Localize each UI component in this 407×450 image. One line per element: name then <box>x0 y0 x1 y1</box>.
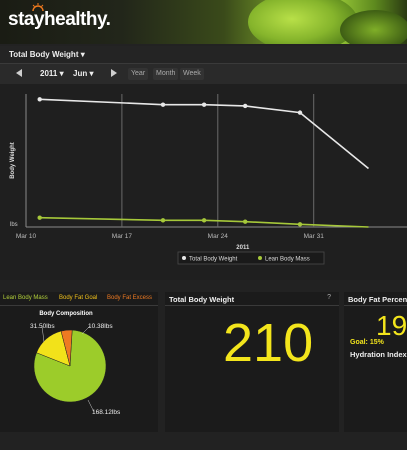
legend-body-fat-goal: Body Fat Goal <box>59 295 98 301</box>
data-point <box>297 110 303 115</box>
total-weight-title: Total Body Weight <box>169 295 235 304</box>
range-year-button[interactable]: Year <box>128 68 149 80</box>
series-line-1 <box>39 216 369 228</box>
data-point <box>201 218 207 223</box>
data-point <box>37 215 42 220</box>
help-icon[interactable]: ? <box>327 294 331 301</box>
y-unit-tick: lbs <box>10 222 18 228</box>
data-point <box>201 102 207 107</box>
banner-leaf-decoration <box>248 0 358 44</box>
next-arrow-icon[interactable] <box>111 69 117 77</box>
data-point <box>243 103 248 109</box>
data-point <box>37 97 42 102</box>
body-fat-goal: Goal: 15% <box>350 339 384 346</box>
data-point <box>160 102 166 107</box>
series-line-0 <box>39 98 370 170</box>
x-tick-label: Mar 10 <box>16 233 37 240</box>
data-point <box>243 219 248 224</box>
pie-title: Body Composition <box>39 311 93 317</box>
hydration-index-title: Hydration Index <box>350 350 407 359</box>
body-comp-legend: Lean Body Mass Body Fat Goal Body Fat Ex… <box>0 292 158 306</box>
body-weight-chart: Mar 10 Mar 17 Mar 24 Mar 31 Body Weight lbs 20… <box>0 84 407 280</box>
prev-arrow-icon[interactable] <box>16 69 22 77</box>
app-logo[interactable]: stayhealthy. <box>8 9 111 30</box>
body-fat-title: Body Fat Percen <box>348 295 407 304</box>
x-tick-label: Mar 24 <box>208 233 229 240</box>
chart-legend-box <box>177 251 325 265</box>
legend-body-fat-excess: Body Fat Excess <box>107 295 153 301</box>
line-chart-svg: Mar 10 Mar 17 Mar 24 Mar 31 Body Weight lbs 20… <box>10 94 407 265</box>
legend-label: Lean Body Mass <box>265 257 310 263</box>
legend-swatch <box>258 256 262 260</box>
legend-lean-body-mass: Lean Body Mass <box>3 295 48 301</box>
body-composition-panel: Lean Body Mass Body Fat Goal Body Fat Ex… <box>0 292 158 432</box>
range-week-button[interactable]: Week <box>180 68 204 80</box>
pie-value-label: 10.38lbs <box>88 323 113 330</box>
total-weight-panel: Total Body Weight ? 210 <box>165 292 339 432</box>
banner-leaf-decoration-small <box>340 10 407 44</box>
date-nav-bar: 2011 ▾ Jun ▾ Year Month Week <box>0 64 407 84</box>
logo-sun-icon <box>32 3 44 11</box>
pie-leader-line <box>87 399 95 413</box>
pie-slice <box>60 329 73 367</box>
data-point <box>297 222 303 227</box>
legend-label: Total Body Weight <box>189 257 238 263</box>
pie-leader-line <box>81 325 91 335</box>
chart-title-bar: Total Body Weight ▾ <box>0 46 407 64</box>
x-axis-label: 2011 <box>236 245 250 251</box>
pie-leader-line <box>41 325 45 343</box>
pie-value-label: 31.50lbs <box>30 323 55 330</box>
pie-value-label: 168.12lbs <box>92 409 121 416</box>
month-select[interactable]: Jun ▾ <box>73 69 94 78</box>
total-weight-value: 210 <box>223 313 314 373</box>
data-point <box>160 218 166 223</box>
y-axis-label: Body Weight <box>10 142 16 179</box>
header-banner: stayhealthy. <box>0 0 407 44</box>
pie-chart-svg: Body Composition 31.50lbs 10.38lbs 168.12lb… <box>30 311 121 416</box>
total-weight-header: Total Body Weight ? <box>165 292 339 306</box>
range-month-button[interactable]: Month <box>153 68 179 80</box>
body-fat-header: Body Fat Percen <box>344 292 407 306</box>
x-tick-label: Mar 17 <box>112 233 133 240</box>
legend-swatch <box>182 256 186 260</box>
x-tick-label: Mar 31 <box>304 233 325 240</box>
chart-metric-dropdown[interactable]: Total Body Weight ▾ <box>9 50 85 59</box>
year-select[interactable]: 2011 ▾ <box>40 69 64 78</box>
body-fat-panel: Body Fat Percen 19 Goal: 15% Hydration I… <box>344 292 407 432</box>
body-fat-value: 19 <box>376 310 407 341</box>
